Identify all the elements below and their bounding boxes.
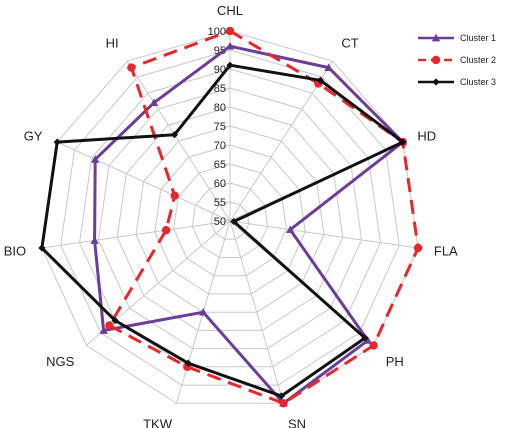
tick-label-75: 75 <box>214 121 226 133</box>
tick-label-80: 80 <box>214 102 226 114</box>
tick-label-60: 60 <box>214 178 226 190</box>
radar-grid <box>41 30 419 404</box>
legend-label-3: Cluster 3 <box>460 77 496 87</box>
point-1-ct <box>324 63 333 71</box>
point-1-tkw <box>199 308 208 316</box>
legend-marker-2 <box>431 55 441 65</box>
grid-ring-80 <box>116 106 344 331</box>
axis-label-chl: CHL <box>217 3 243 18</box>
tick-label-100: 100 <box>208 26 226 38</box>
spoke-bio <box>41 220 231 249</box>
spoke-sn <box>229 220 284 404</box>
axis-labels: CHL CT HD FLA PH SN TKW NGS BIO GY HI <box>4 3 458 428</box>
point-3-hi <box>170 131 179 139</box>
point-1-ph <box>363 336 372 344</box>
grid-ring-75 <box>135 125 325 313</box>
point-3-gy <box>53 138 61 146</box>
axis-label-ph: PH <box>386 354 404 369</box>
grid-ring-85 <box>97 87 363 350</box>
point-3-hd <box>399 138 407 146</box>
point-1-hi <box>149 98 159 107</box>
point-1-bio <box>90 236 99 244</box>
point-2-bio <box>161 226 171 235</box>
grid-ring-90 <box>78 68 382 368</box>
spoke-ct <box>229 60 334 222</box>
grid-ring-60 <box>191 182 269 258</box>
series-layer <box>38 26 423 408</box>
tick-label-55: 55 <box>214 197 226 209</box>
point-3-ngs <box>111 316 119 325</box>
point-3-ct <box>316 76 324 84</box>
axis-label-hi: HI <box>106 36 119 51</box>
axis-label-sn: SN <box>288 417 306 428</box>
axis-label-ngs: NGS <box>46 354 75 369</box>
point-1-fla <box>286 225 295 234</box>
legend-label-2: Cluster 2 <box>460 55 496 65</box>
tick-label-50: 50 <box>214 216 226 228</box>
point-1-chl <box>225 42 235 50</box>
point-3-sn <box>277 392 285 400</box>
series-line-1 <box>93 44 405 405</box>
spoke-fla <box>229 220 419 249</box>
spoke-hi <box>126 60 231 222</box>
point-2-hi <box>127 63 136 72</box>
axis-label-gy: GY <box>24 128 43 143</box>
point-2-ngs <box>105 321 114 330</box>
series-2 <box>105 26 423 408</box>
point-3-bio <box>38 244 46 252</box>
legend-label-1: Cluster 1 <box>460 33 496 43</box>
tick-label-70: 70 <box>214 140 226 152</box>
spoke-gy <box>56 141 231 222</box>
point-3-fla <box>230 217 238 226</box>
legend: Cluster 1 Cluster 2 Cluster 3 <box>418 33 496 87</box>
point-3-chl <box>226 61 234 69</box>
axis-label-bio: BIO <box>4 243 26 258</box>
series-line-3 <box>40 63 405 398</box>
point-2-fla <box>413 243 423 253</box>
tick-label-95: 95 <box>214 45 226 57</box>
legend-marker-1 <box>431 33 441 42</box>
tick-label-85: 85 <box>214 83 226 95</box>
point-1-gy <box>91 155 100 163</box>
point-2-sn <box>279 399 288 408</box>
legend-marker-3 <box>432 78 440 86</box>
axis-label-ct: CT <box>341 36 358 51</box>
series-3 <box>38 61 407 400</box>
grid-ring-70 <box>154 144 306 295</box>
point-1-ngs <box>99 326 108 334</box>
grid-ring-95 <box>60 49 400 386</box>
point-2-chl <box>225 26 235 36</box>
axis-label-fla: FLA <box>434 243 458 258</box>
point-2-ph <box>369 341 378 350</box>
grid-ring-65 <box>173 163 287 277</box>
point-2-gy <box>170 191 179 200</box>
grid-ring-55 <box>210 201 250 240</box>
axis-label-tkw: TKW <box>143 417 173 428</box>
axis-label-hd: HD <box>417 128 436 143</box>
point-3-ph <box>361 334 369 342</box>
point-3-tkw <box>184 359 192 367</box>
tick-label-65: 65 <box>214 159 226 171</box>
